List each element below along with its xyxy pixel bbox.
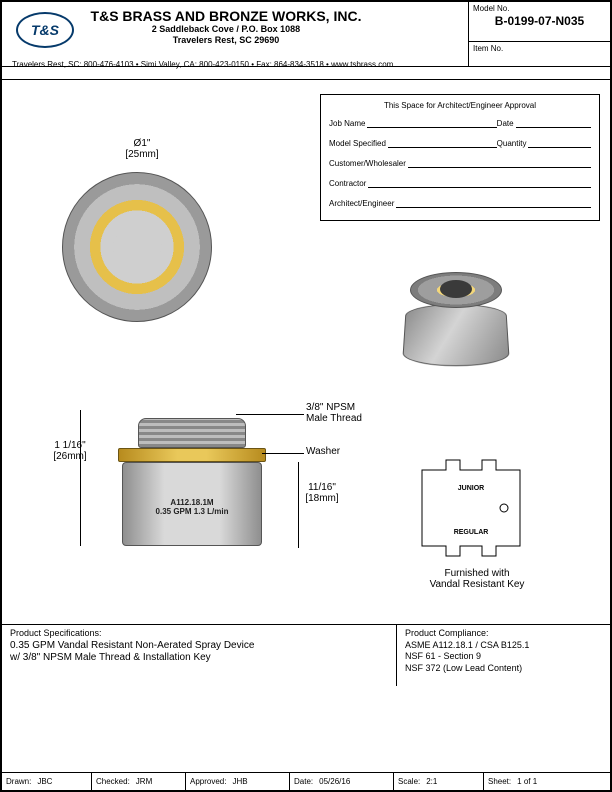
- key-caption: Furnished with Vandal Resistant Key: [382, 568, 572, 590]
- spec-right-line3: NSF 372 (Low Lead Content): [405, 663, 602, 674]
- drawn-value: JBC: [37, 777, 52, 786]
- sheet-value: 1 of 1: [517, 777, 537, 786]
- quantity-label: Quantity: [497, 139, 527, 148]
- approval-block: This Space for Architect/Engineer Approv…: [320, 94, 600, 221]
- product-compliance: Product Compliance: ASME A112.18.1 / CSA…: [396, 628, 602, 686]
- customer-label: Customer/Wholesaler: [329, 159, 406, 168]
- callout-washer: Washer: [306, 446, 340, 457]
- dim-total-mm: [26mm]: [40, 451, 100, 462]
- model-label: Model No.: [469, 2, 610, 13]
- spec-right-line2: NSF 61 - Section 9: [405, 651, 602, 662]
- bottom-separator: [2, 624, 610, 625]
- checked-value: JRM: [136, 777, 152, 786]
- iso-hole: [440, 280, 472, 298]
- job-name-label: Job Name: [329, 119, 365, 128]
- key-junior-text: JUNIOR: [458, 485, 484, 492]
- dim-body-in: 11/16": [292, 482, 352, 493]
- title-block: Drawn: JBC Checked: JRM Approved: JHB Date:…: [2, 772, 610, 790]
- dim-ext-right: [298, 462, 299, 548]
- model-specified-label: Model Specified: [329, 139, 386, 148]
- checked-label: Checked:: [96, 777, 130, 786]
- date-value: 05/26/16: [319, 777, 350, 786]
- spec-right-line1: ASME A112.18.1 / CSA B125.1: [405, 640, 602, 651]
- contractor-label: Contractor: [329, 179, 366, 188]
- key-caption-line2: Vandal Resistant Key: [382, 579, 572, 590]
- dim-body-height: 11/16" [18mm]: [292, 482, 352, 504]
- dim-total-in: 1 1/16": [40, 440, 100, 451]
- spec-right-header: Product Compliance:: [405, 628, 602, 638]
- scale-label: Scale:: [398, 777, 420, 786]
- side-thread: [138, 418, 246, 448]
- callout-thread: 3/8" NPSM Male Thread: [306, 402, 362, 424]
- item-box: Item No.: [468, 42, 610, 66]
- key-drawing: JUNIOR REGULAR: [416, 456, 526, 560]
- company-name: T&S BRASS AND BRONZE WORKS, INC.: [2, 8, 450, 24]
- key-caption-line1: Furnished with: [382, 568, 572, 579]
- callout-thread-line1: 3/8" NPSM: [306, 402, 362, 413]
- callout-thread-line2: Male Thread: [306, 413, 362, 424]
- dim-diameter-mm: [25mm]: [92, 149, 192, 160]
- product-specifications: Product Specifications: 0.35 GPM Vandal …: [10, 628, 390, 664]
- approved-value: JHB: [232, 777, 247, 786]
- contact-line: Travelers Rest, SC: 800-476-4103 • Simi …: [12, 60, 464, 69]
- spec-left-line2: w/ 3/8" NPSM Male Thread & Installation …: [10, 652, 390, 664]
- scale-value: 2:1: [426, 777, 437, 786]
- date-label: Date: [497, 119, 514, 128]
- approval-title: This Space for Architect/Engineer Approv…: [329, 101, 591, 110]
- dim-diameter: Ø1" [25mm]: [92, 138, 192, 160]
- iso-body: [402, 304, 510, 366]
- side-marking: A112.18.1M 0.35 GPM 1.3 L/min: [156, 498, 229, 516]
- company-block: T&S BRASS AND BRONZE WORKS, INC. 2 Saddl…: [2, 8, 450, 46]
- drawn-label: Drawn:: [6, 777, 31, 786]
- model-box: Model No. B-0199-07-N035: [468, 2, 610, 42]
- marking-line2: 0.35 GPM 1.3 L/min: [156, 507, 229, 516]
- address-line2: Travelers Rest, SC 29690: [2, 36, 450, 46]
- side-view: A112.18.1M 0.35 GPM 1.3 L/min: [112, 406, 272, 546]
- approved-label: Approved:: [190, 777, 226, 786]
- spec-sheet: T&S T&S BRASS AND BRONZE WORKS, INC. 2 S…: [0, 0, 612, 792]
- dim-ext-left: [80, 410, 81, 546]
- top-view: [62, 172, 212, 322]
- sheet-label: Sheet:: [488, 777, 511, 786]
- dim-diameter-in: Ø1": [92, 138, 192, 149]
- address-line1: 2 Saddleback Cove / P.O. Box 1088: [2, 25, 450, 35]
- leader-washer: [262, 453, 304, 454]
- architect-label: Architect/Engineer: [329, 199, 394, 208]
- spec-left-header: Product Specifications:: [10, 628, 390, 638]
- item-label: Item No.: [469, 42, 610, 55]
- model-value: B-0199-07-N035: [469, 13, 610, 28]
- side-washer: [118, 448, 266, 462]
- iso-view: [396, 256, 516, 366]
- spec-left-line1: 0.35 GPM Vandal Resistant Non-Aerated Sp…: [10, 640, 390, 652]
- date-lbl: Date:: [294, 777, 313, 786]
- marking-line1: A112.18.1M: [156, 498, 229, 507]
- key-regular-text: REGULAR: [454, 529, 489, 536]
- dim-body-mm: [18mm]: [292, 493, 352, 504]
- header: T&S T&S BRASS AND BRONZE WORKS, INC. 2 S…: [2, 2, 610, 80]
- leader-thread: [236, 414, 304, 415]
- dim-total-height: 1 1/16" [26mm]: [40, 440, 100, 462]
